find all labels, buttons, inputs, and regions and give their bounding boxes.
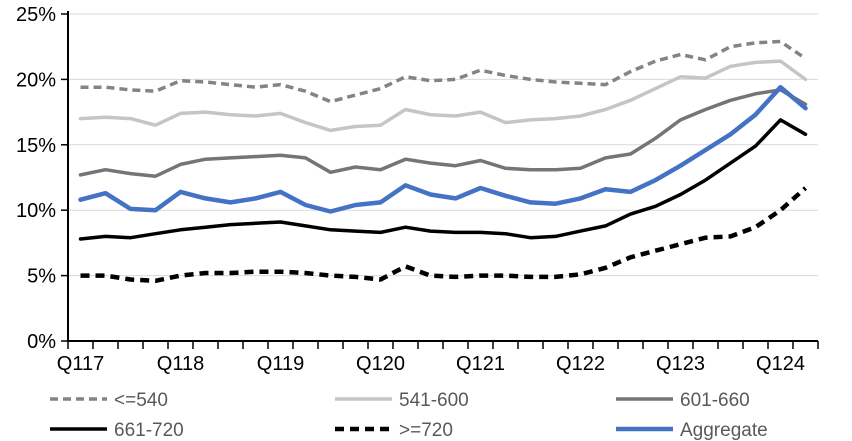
y-axis-tick-label: 20% <box>16 69 56 91</box>
legend-label-601-660: 601-660 <box>680 390 750 411</box>
y-axis-tick-label: 15% <box>16 135 56 157</box>
x-axis-tick-label: Q120 <box>356 353 405 375</box>
legend-label->=720: >=720 <box>399 420 453 441</box>
legend-label-Aggregate: Aggregate <box>680 420 768 441</box>
legend-label-661-720: 661-720 <box>114 420 184 441</box>
y-axis-tick-label: 25% <box>16 4 56 26</box>
series-line-Aggregate <box>78 84 808 214</box>
legend-label-541-600: 541-600 <box>399 390 469 411</box>
series-line-661-720 <box>78 118 808 241</box>
x-axis-tick-label: Q118 <box>157 353 204 375</box>
series-line-541-600 <box>78 59 808 133</box>
legend-label-<=540: <=540 <box>114 390 168 411</box>
y-axis-tick-label: 0% <box>27 331 56 353</box>
x-axis-tick-label: Q121 <box>456 353 505 375</box>
x-axis-tick-label: Q122 <box>556 353 605 375</box>
x-axis-tick-label: Q119 <box>257 353 304 375</box>
x-axis-tick-label: Q124 <box>756 353 805 375</box>
series-line-<=540 <box>80 39 807 104</box>
x-axis-tick-label: Q117 <box>57 353 104 375</box>
y-axis-tick-label: 10% <box>16 200 56 222</box>
x-axis-tick-label: Q123 <box>656 353 705 375</box>
y-axis-tick-label: 5% <box>27 266 56 288</box>
series-line-601-660 <box>78 88 808 178</box>
series-line->=720 <box>80 186 807 284</box>
